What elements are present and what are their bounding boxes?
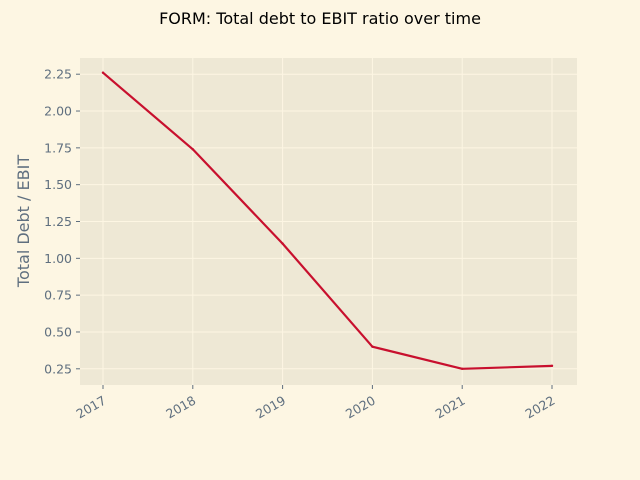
data-point [550,364,554,368]
y-axis-label: Total Debt / EBIT [14,155,33,288]
y-tick-label: 0.25 [44,361,72,376]
series-line [101,71,554,370]
y-tick-label: 2.00 [44,104,72,119]
y-axis: 0.25 0.50 0.75 1.00 1.25 1.50 1.75 2.00 2.25 [44,67,80,376]
chart-title: FORM: Total debt to EBIT ratio over time [159,9,481,28]
y-tick-label: 1.75 [44,140,72,155]
series-layer [101,71,554,370]
y-tick-label: 0.75 [44,288,72,303]
data-point [101,71,105,74]
y-tick-label: 1.25 [44,214,72,229]
data-point [191,148,194,151]
y-tick-label: 1.00 [44,251,72,266]
data-point [371,345,374,348]
y-tick-label: 1.50 [44,177,72,192]
grid [80,58,577,385]
data-point [281,242,284,245]
data-point [461,367,464,370]
y-tick-label: 2.25 [44,67,72,82]
y-tick-label: 0.50 [44,324,72,339]
